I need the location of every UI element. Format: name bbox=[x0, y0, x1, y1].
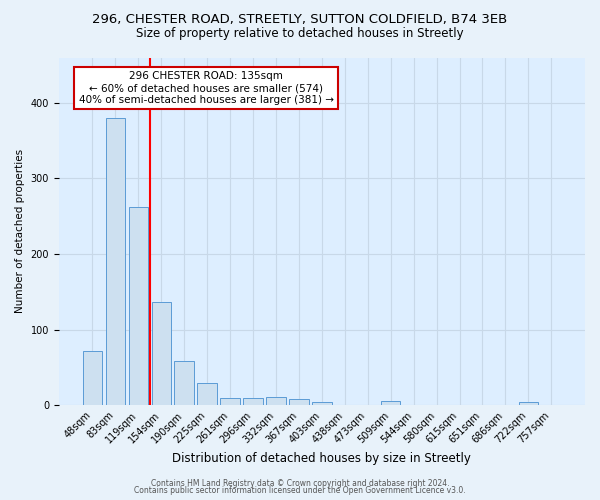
X-axis label: Distribution of detached houses by size in Streetly: Distribution of detached houses by size … bbox=[172, 452, 472, 465]
Text: 296, CHESTER ROAD, STREETLY, SUTTON COLDFIELD, B74 3EB: 296, CHESTER ROAD, STREETLY, SUTTON COLD… bbox=[92, 12, 508, 26]
Bar bbox=[312, 402, 332, 405]
Bar bbox=[244, 398, 263, 405]
Text: Contains HM Land Registry data © Crown copyright and database right 2024.: Contains HM Land Registry data © Crown c… bbox=[151, 478, 449, 488]
Bar bbox=[518, 402, 538, 405]
Text: 296 CHESTER ROAD: 135sqm
← 60% of detached houses are smaller (574)
40% of semi-: 296 CHESTER ROAD: 135sqm ← 60% of detach… bbox=[79, 72, 334, 104]
Text: Contains public sector information licensed under the Open Government Licence v3: Contains public sector information licen… bbox=[134, 486, 466, 495]
Bar bbox=[197, 382, 217, 405]
Bar bbox=[83, 351, 102, 405]
Bar bbox=[106, 118, 125, 405]
Bar bbox=[175, 360, 194, 405]
Y-axis label: Number of detached properties: Number of detached properties bbox=[15, 150, 25, 314]
Bar bbox=[152, 302, 171, 405]
Bar bbox=[220, 398, 240, 405]
Bar bbox=[128, 207, 148, 405]
Bar bbox=[266, 397, 286, 405]
Bar bbox=[289, 399, 308, 405]
Bar bbox=[381, 402, 400, 405]
Text: Size of property relative to detached houses in Streetly: Size of property relative to detached ho… bbox=[136, 28, 464, 40]
